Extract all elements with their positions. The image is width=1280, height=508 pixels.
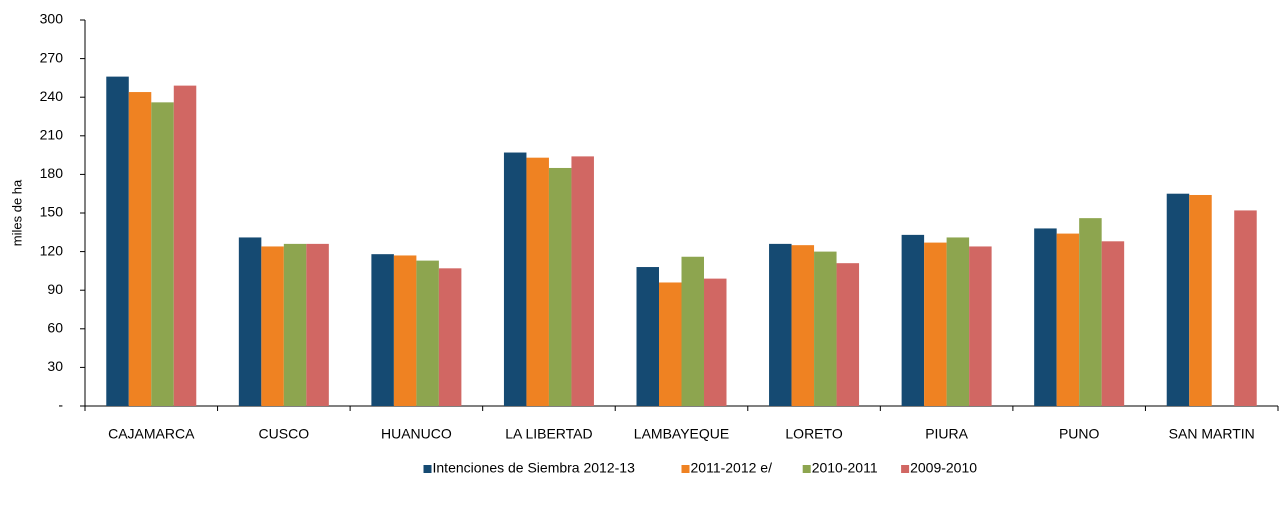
y-tick-label: 90 (47, 281, 63, 297)
x-tick-label: SAN MARTIN (1169, 426, 1255, 442)
bar (283, 243, 307, 406)
bar (901, 234, 925, 406)
bar (571, 156, 594, 406)
bar (526, 157, 549, 406)
legend-swatch (901, 465, 910, 473)
bar (106, 76, 129, 406)
bar (173, 85, 197, 407)
bar (306, 243, 329, 406)
x-tick-label: LAMBAYEQUE (634, 426, 729, 442)
bar (769, 243, 792, 406)
bar (1079, 218, 1102, 406)
x-tick-label: LORETO (785, 426, 842, 442)
x-tick-label: CUSCO (259, 426, 310, 442)
bar (791, 245, 815, 406)
y-tick-label: 180 (40, 165, 64, 181)
legend-label: Intenciones de Siembra 2012-13 (433, 460, 636, 476)
x-tick-label: HUANUCO (381, 426, 452, 442)
bar (1056, 233, 1080, 406)
legend-swatch (423, 465, 432, 473)
bar (681, 256, 704, 406)
bar (128, 92, 152, 406)
x-tick-label: LA LIBERTAD (505, 426, 592, 442)
bar (1034, 228, 1057, 406)
bar (371, 254, 394, 406)
legend-label: 2009-2010 (910, 460, 977, 476)
x-tick-label: PIURA (925, 426, 968, 442)
bar (393, 255, 417, 406)
bar (969, 246, 992, 406)
y-tick-label: 210 (40, 127, 64, 143)
bar (503, 152, 527, 406)
bar (151, 102, 174, 406)
bar (636, 267, 659, 406)
bar (659, 282, 682, 406)
y-tick-label: 120 (40, 242, 64, 258)
legend-swatch (802, 465, 811, 473)
y-axis-label: miles de ha (9, 179, 24, 246)
y-tick-label: 270 (40, 49, 64, 65)
bar (238, 237, 262, 406)
bar (814, 251, 837, 406)
y-tick-label: 300 (40, 11, 64, 27)
bar (1234, 210, 1257, 406)
legend-label: 2011-2012 e/ (691, 460, 773, 476)
bar (1166, 193, 1190, 406)
y-tick-label: 60 (47, 320, 63, 336)
x-tick-label: PUNO (1059, 426, 1100, 442)
bar (438, 268, 462, 406)
bar (261, 246, 284, 406)
bar (836, 263, 860, 406)
bar (924, 242, 947, 406)
legend-swatch (681, 465, 690, 473)
y-tick-label: 240 (40, 88, 64, 104)
bar (1101, 241, 1125, 406)
bar (548, 167, 572, 406)
bar (416, 260, 439, 406)
legend-label: 2010-2011 (812, 460, 878, 476)
y-tick-label: 150 (40, 204, 64, 220)
x-tick-label: CAJAMARCA (108, 426, 195, 442)
y-tick-label: - (58, 397, 63, 413)
bar (946, 237, 970, 406)
bar (704, 278, 727, 406)
bar (1189, 194, 1212, 406)
y-tick-label: 30 (47, 358, 63, 374)
